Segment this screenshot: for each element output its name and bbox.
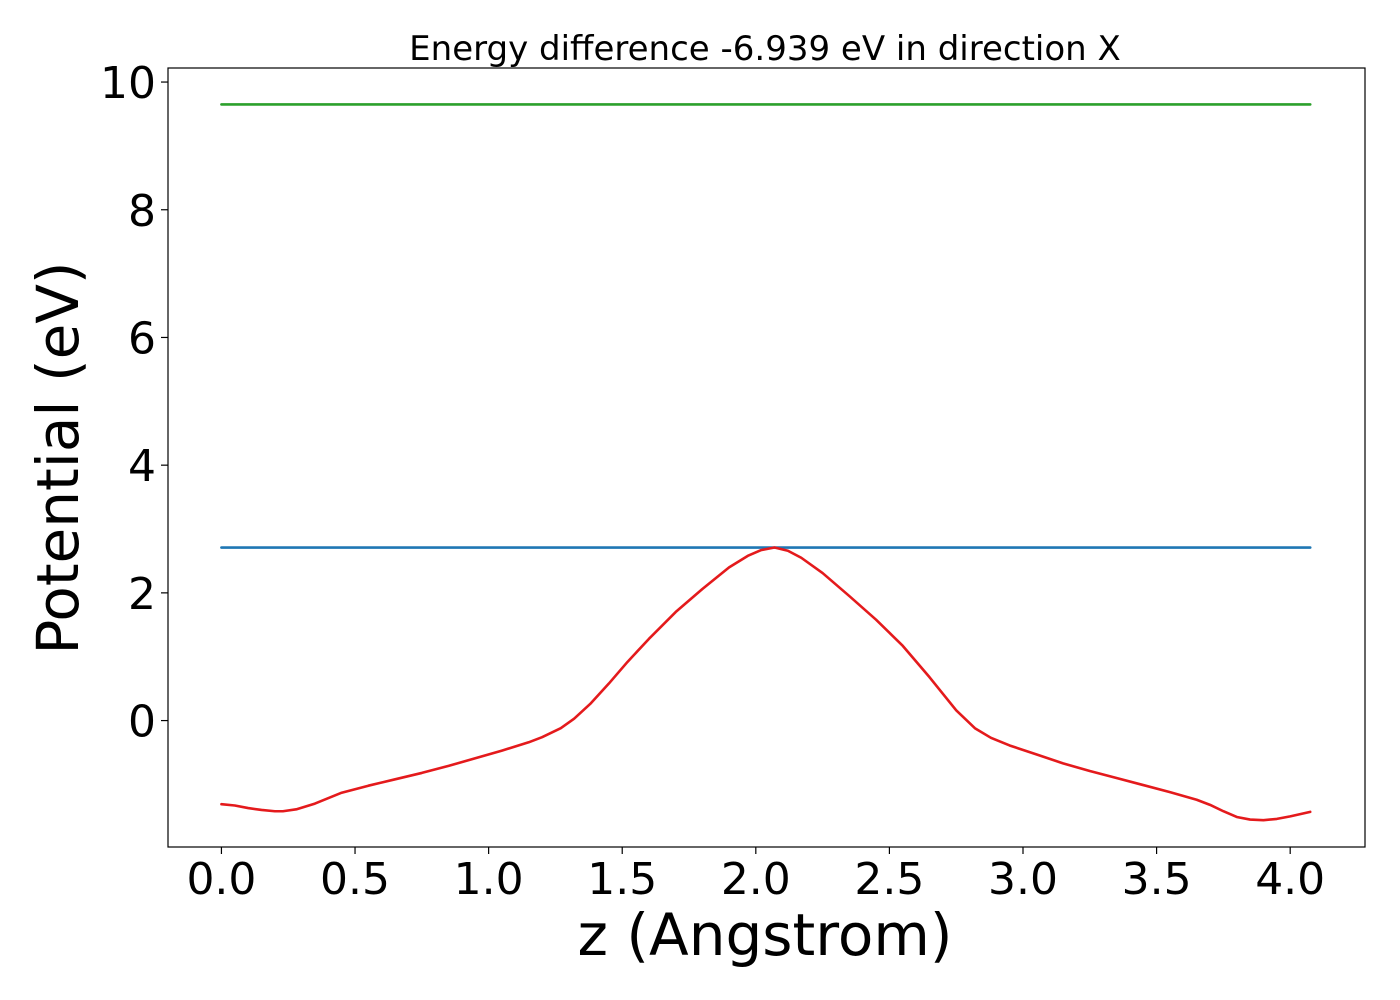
x-axis-label: z (Angstrom) [578, 901, 953, 969]
x-tick-label: 1.0 [454, 854, 524, 905]
y-axis: 0 2 4 6 8 10 [100, 58, 168, 748]
x-tick-label: 0.5 [320, 854, 390, 905]
plot-frame [167, 67, 1366, 848]
series-layer [220, 103, 1312, 822]
y-tick-label: 6 [128, 313, 156, 364]
x-tick-label: 1.5 [587, 854, 657, 905]
x-tick-label: 4.0 [1255, 854, 1325, 905]
chart-title: Energy difference -6.939 eV in direction… [409, 29, 1121, 69]
x-tick-label: 0.0 [186, 854, 256, 905]
x-axis: 0.0 0.5 1.0 1.5 2.0 2.5 3.0 3.5 4.0 [186, 847, 1325, 905]
y-tick-label: 8 [128, 186, 156, 237]
x-tick-label: 3.0 [988, 854, 1058, 905]
y-tick-label: 10 [100, 58, 156, 109]
x-tick-label: 3.5 [1122, 854, 1192, 905]
y-axis-label: Potential (eV) [24, 261, 92, 654]
series-line-2 [220, 546, 1312, 822]
y-tick-label: 2 [128, 569, 156, 620]
y-tick-label: 0 [128, 697, 156, 748]
y-tick-label: 4 [128, 441, 156, 492]
x-tick-label: 2.0 [721, 854, 791, 905]
x-tick-label: 2.5 [854, 854, 924, 905]
